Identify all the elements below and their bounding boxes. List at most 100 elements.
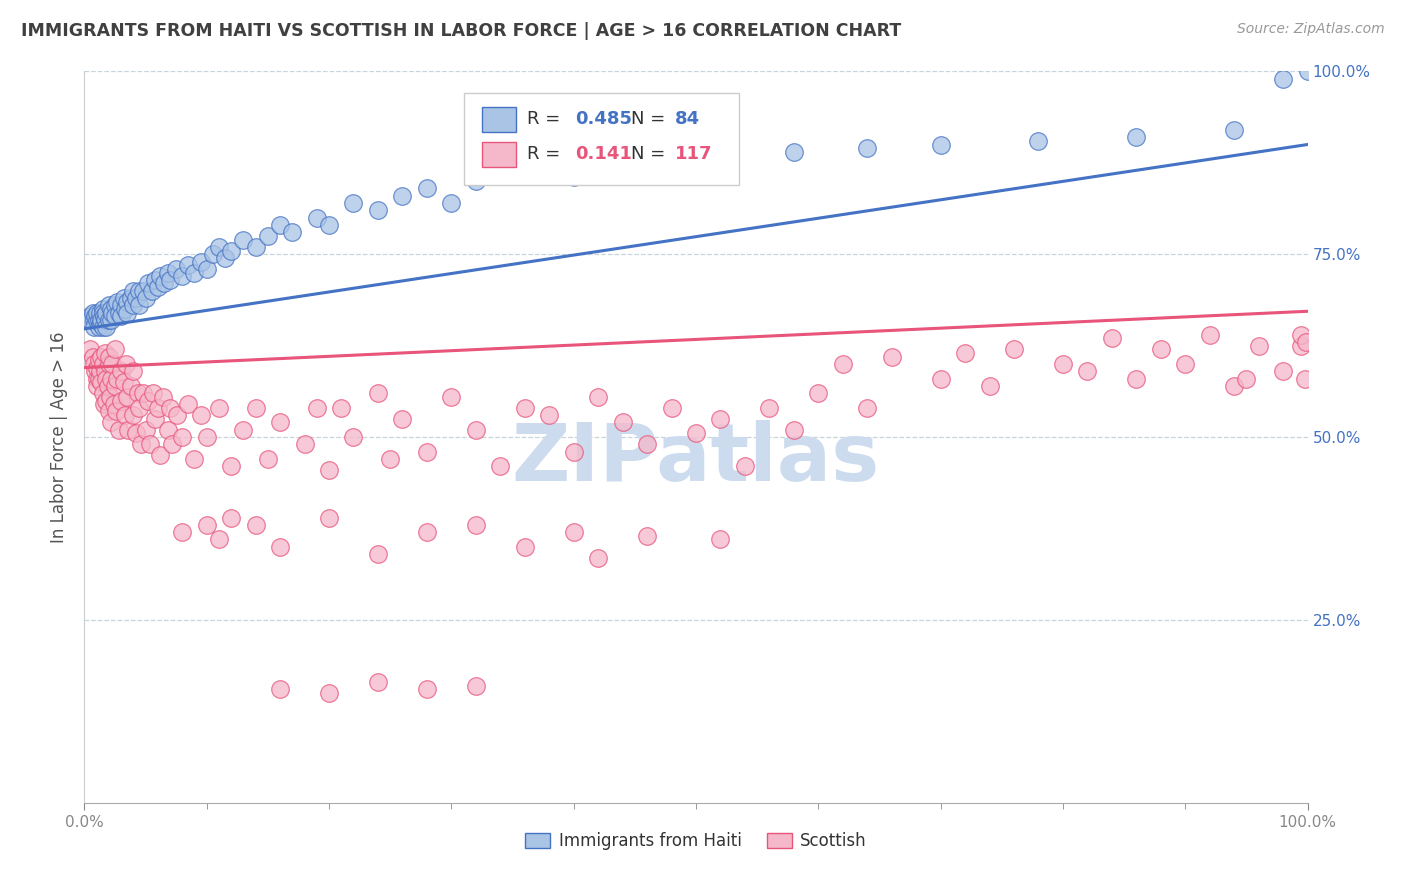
Point bbox=[526, 160, 548, 174]
Point bbox=[1291, 338, 1313, 352]
Point bbox=[120, 291, 142, 305]
Point bbox=[97, 404, 120, 418]
Point bbox=[84, 310, 107, 324]
Point bbox=[464, 679, 486, 693]
Point bbox=[166, 408, 188, 422]
Point bbox=[115, 306, 138, 320]
Point bbox=[104, 310, 127, 324]
Point bbox=[125, 426, 148, 441]
Point bbox=[94, 346, 117, 360]
Point bbox=[318, 218, 340, 232]
Point bbox=[143, 273, 166, 287]
Point bbox=[612, 160, 634, 174]
Point bbox=[214, 251, 236, 265]
Point bbox=[112, 291, 135, 305]
Point bbox=[172, 269, 194, 284]
Point bbox=[294, 437, 316, 451]
Point bbox=[232, 423, 254, 437]
Point bbox=[89, 364, 111, 378]
Point bbox=[91, 386, 114, 401]
Point bbox=[125, 291, 148, 305]
Point bbox=[149, 269, 172, 284]
Point bbox=[464, 174, 486, 188]
Point bbox=[96, 320, 118, 334]
Point bbox=[416, 444, 439, 458]
Point bbox=[96, 393, 118, 408]
Point bbox=[143, 412, 166, 426]
Point bbox=[1150, 343, 1173, 357]
Point bbox=[929, 371, 952, 385]
Point bbox=[416, 525, 439, 540]
Text: N =: N = bbox=[631, 145, 671, 163]
Point bbox=[586, 390, 609, 404]
Point bbox=[79, 313, 101, 327]
Point bbox=[139, 437, 162, 451]
Point bbox=[132, 386, 155, 401]
Text: R =: R = bbox=[527, 145, 572, 163]
Point bbox=[86, 371, 108, 385]
Point bbox=[100, 371, 122, 385]
Point bbox=[90, 376, 112, 390]
Point bbox=[117, 423, 139, 437]
Point bbox=[84, 364, 107, 378]
Point bbox=[979, 379, 1001, 393]
Point bbox=[83, 320, 105, 334]
Point bbox=[709, 533, 731, 547]
Point bbox=[342, 430, 364, 444]
Point bbox=[96, 306, 118, 320]
Point bbox=[1223, 379, 1246, 393]
Point bbox=[156, 266, 179, 280]
Point bbox=[104, 343, 127, 357]
Point bbox=[685, 426, 707, 441]
Point bbox=[100, 313, 122, 327]
Text: N =: N = bbox=[631, 110, 671, 128]
Point bbox=[440, 390, 463, 404]
Point bbox=[165, 261, 187, 276]
Point bbox=[195, 430, 218, 444]
Point bbox=[93, 397, 115, 411]
Point bbox=[107, 306, 129, 320]
Point bbox=[87, 371, 110, 385]
Point bbox=[103, 397, 125, 411]
Point bbox=[281, 225, 304, 239]
Point bbox=[86, 360, 108, 375]
Point bbox=[1223, 123, 1246, 137]
Point bbox=[232, 233, 254, 247]
Point bbox=[82, 350, 104, 364]
Point bbox=[97, 298, 120, 312]
Point bbox=[98, 390, 121, 404]
Point bbox=[661, 152, 683, 166]
Point bbox=[172, 430, 194, 444]
Point bbox=[100, 416, 122, 430]
Point bbox=[612, 416, 634, 430]
Point bbox=[219, 459, 242, 474]
Point bbox=[79, 310, 101, 324]
Point bbox=[110, 364, 132, 378]
Point bbox=[1125, 130, 1147, 145]
Point bbox=[90, 317, 112, 331]
Point bbox=[318, 463, 340, 477]
Point bbox=[538, 408, 561, 422]
Point bbox=[183, 452, 205, 467]
Point bbox=[153, 277, 176, 291]
Point bbox=[856, 401, 879, 415]
Point bbox=[195, 517, 218, 532]
Point bbox=[1125, 371, 1147, 385]
Point bbox=[245, 517, 267, 532]
Point bbox=[159, 273, 181, 287]
Point bbox=[136, 277, 159, 291]
Point bbox=[1076, 364, 1098, 378]
Point bbox=[367, 203, 389, 218]
Point bbox=[1272, 71, 1295, 86]
Point bbox=[114, 301, 136, 317]
Point bbox=[208, 533, 231, 547]
Point bbox=[105, 371, 128, 385]
Point bbox=[79, 343, 101, 357]
Point bbox=[82, 306, 104, 320]
Point bbox=[201, 247, 224, 261]
Text: Source: ZipAtlas.com: Source: ZipAtlas.com bbox=[1237, 22, 1385, 37]
Point bbox=[101, 306, 124, 320]
Text: R =: R = bbox=[527, 110, 567, 128]
Point bbox=[929, 137, 952, 152]
Point bbox=[367, 675, 389, 690]
